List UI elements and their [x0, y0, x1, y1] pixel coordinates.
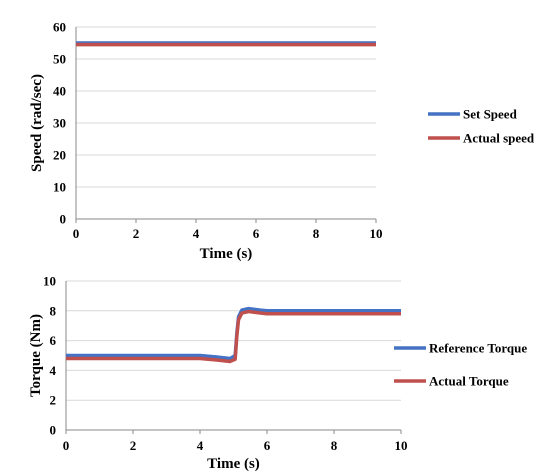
x-tick-label: 4: [193, 226, 200, 241]
x-tick-label: 6: [253, 226, 260, 241]
y-tick-label: 50: [53, 52, 66, 67]
series-line-reference-torque: [66, 306, 401, 361]
x-tick-label: 10: [395, 438, 408, 453]
legend-label: Set Speed: [463, 107, 518, 122]
series-line-actual-torque: [66, 309, 401, 364]
y-axis-label: Speed (rad/sec): [29, 74, 45, 172]
x-tick-label: 0: [63, 438, 70, 453]
x-tick-label: 2: [130, 438, 137, 453]
x-tick-label: 6: [264, 438, 271, 453]
y-tick-label: 60: [53, 20, 66, 35]
y-axis-label: Torque (Nm): [28, 314, 44, 397]
x-axis-label: Time (s): [207, 456, 260, 472]
legend-label: Actual Torque: [429, 374, 509, 389]
x-tick-label: 10: [370, 226, 383, 241]
y-tick-label: 40: [53, 84, 66, 99]
x-tick-label: 8: [331, 438, 338, 453]
y-tick-label: 0: [60, 212, 67, 227]
chart-2: 0 2 4 6 8 10 0 2 4 6 8 10 Time (s) Torque (Nm) Referen…: [28, 274, 527, 473]
y-tick-label: 10: [43, 274, 56, 289]
y-tick-label: 4: [50, 363, 57, 378]
chart-1: 0 10 20 30 40 50 60 0 2 4 6 8 10 Time (s) Speed (rad/s…: [29, 20, 535, 263]
y-tick-label: 6: [50, 333, 57, 348]
y-tick-label: 0: [50, 423, 57, 438]
x-tick-label: 2: [133, 226, 140, 241]
legend-label: Reference Torque: [429, 341, 527, 356]
y-tick-label: 20: [53, 148, 66, 163]
y-tick-label: 30: [53, 116, 66, 131]
y-tick-label: 2: [50, 393, 57, 408]
y-tick-label: 8: [50, 303, 57, 318]
x-tick-label: 8: [313, 226, 320, 241]
legend-label: Actual speed: [463, 131, 535, 146]
y-tick-label: 10: [53, 180, 66, 195]
x-tick-label: 0: [73, 226, 80, 241]
x-axis-label: Time (s): [200, 246, 253, 262]
x-tick-label: 4: [197, 438, 204, 453]
